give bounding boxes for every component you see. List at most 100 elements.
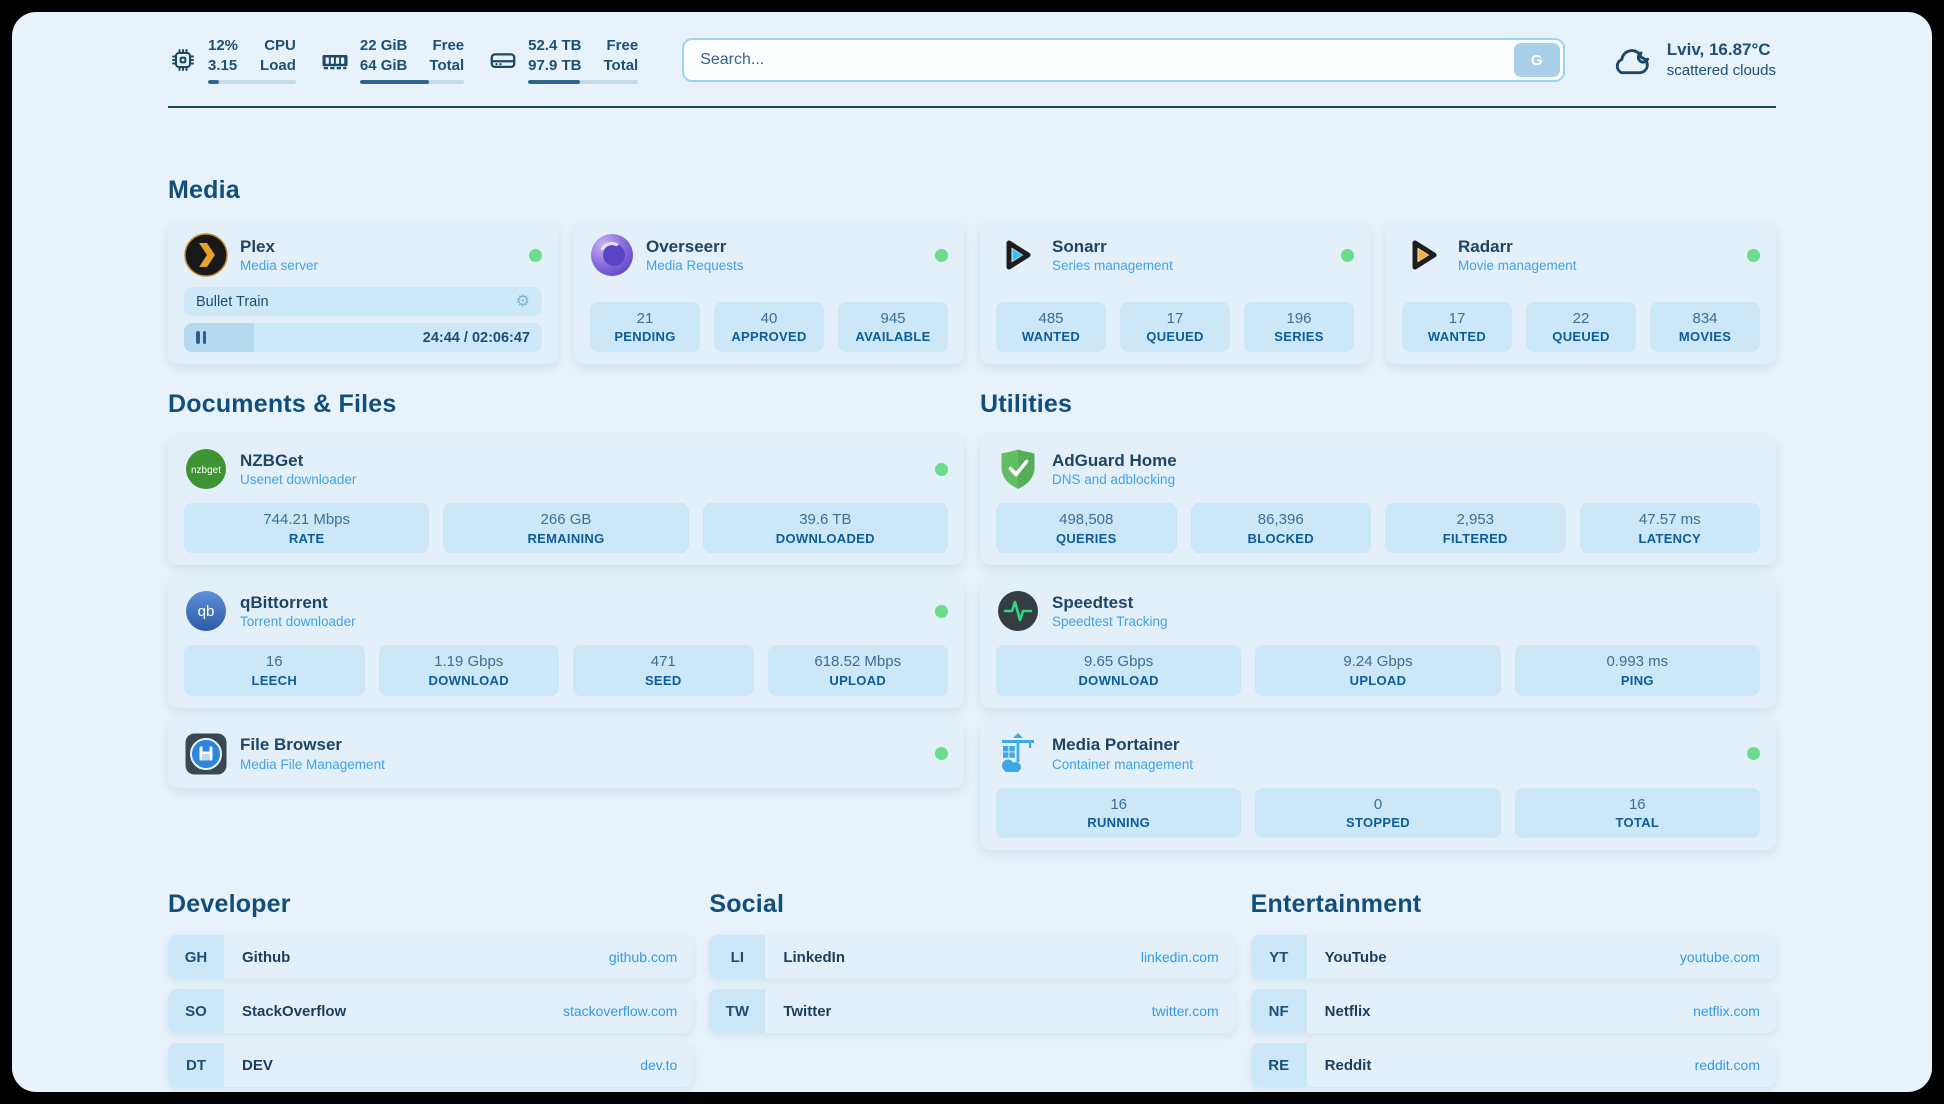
now-playing-progress-row: 24:44 / 02:06:47 xyxy=(184,323,542,352)
bookmark-url: reddit.com xyxy=(1694,1057,1760,1074)
stat-tile-download: 1.19 Gbps DOWNLOAD xyxy=(378,645,559,696)
stat-tile-approved: 40 APPROVED xyxy=(714,301,824,352)
bookmark-abbr-badge: DT xyxy=(168,1043,224,1088)
online-status-dot xyxy=(1747,747,1760,761)
bookmark-abbr-badge: RE xyxy=(1250,1043,1307,1088)
stat-value: 86,396 xyxy=(1257,511,1304,528)
stat-tile-total: 16 TOTAL xyxy=(1514,787,1760,839)
app-card-portainer[interactable]: Media Portainer Container management 16 RUN… xyxy=(980,719,1776,851)
bookmark-stackoverflow[interactable]: SO StackOverflow stackoverflow.com xyxy=(168,989,694,1034)
app-card-qbittorrent[interactable]: qb qBittorrent Torrent downloader 16 LEECH 1.… xyxy=(168,577,964,708)
bookmark-dev[interactable]: DT DEV dev.to xyxy=(168,1043,694,1088)
stat-tile-series: 196 SERIES xyxy=(1244,301,1354,352)
stat-label: UPLOAD xyxy=(829,672,887,688)
section-social: Social LI LinkedIn linkedin.com TW Twitter twi… xyxy=(709,890,1235,1087)
bookmark-abbr-badge: NF xyxy=(1250,989,1307,1034)
svg-text:qb: qb xyxy=(198,603,215,620)
section-title-developer: Developer xyxy=(168,890,291,919)
bookmark-twitter[interactable]: TW Twitter twitter.com xyxy=(709,989,1235,1034)
app-card-titles: Sonarr Series management xyxy=(1052,236,1173,275)
stat-tile-download: 9.65 Gbps DOWNLOAD xyxy=(996,645,1242,696)
ram-widget: 22 GiB Free 64 GiB Total xyxy=(320,36,465,84)
app-card-plex[interactable]: Plex Media server Bullet Train ⚙ 24:44 / 02:… xyxy=(168,221,558,364)
media-cards-row: Plex Media server Bullet Train ⚙ 24:44 / 02:… xyxy=(168,221,1776,364)
stat-label: DOWNLOAD xyxy=(428,672,509,688)
online-status-dot xyxy=(935,747,948,761)
stat-value: 945 xyxy=(880,309,906,327)
section-entertainment: Entertainment YT YouTube youtube.com NF Netfl… xyxy=(1250,890,1776,1088)
stats-row: 16 LEECH 1.19 Gbps DOWNLOAD 471 SEED 618.52 Mb… xyxy=(184,633,948,696)
bookmark-name: Github xyxy=(242,948,291,966)
stat-tile-ping: 0.993 ms PING xyxy=(1514,645,1760,696)
cpu-value: 3.15 xyxy=(208,56,238,74)
section-media: Media Plex Media server Bullet Train ⚙ 24:44… xyxy=(168,176,1776,364)
app-card-sonarr[interactable]: Sonarr Series management 485 WANTED 17 QUEUED… xyxy=(980,221,1370,364)
system-widgets: 12% CPU 3.15 Load 22 GiB Free 64 GiB Total 52.… xyxy=(168,36,639,84)
bookmark-youtube[interactable]: YT YouTube youtube.com xyxy=(1250,935,1776,980)
stat-tile-upload: 618.52 Mbps UPLOAD xyxy=(767,645,948,696)
stat-tile-filtered: 2,953 FILTERED xyxy=(1385,503,1566,554)
qbittorrent-icon: qb xyxy=(184,589,228,633)
disk-widget: 52.4 TB Free 97.9 TB Total xyxy=(488,36,639,84)
stat-value: 266 GB xyxy=(540,511,592,528)
cpu-label: Load xyxy=(260,56,296,74)
bookmark-abbr-badge: GH xyxy=(168,935,224,980)
section-title-utilities: Utilities xyxy=(980,390,1073,418)
stat-value: 2,953 xyxy=(1456,511,1495,528)
bookmark-github[interactable]: GH Github github.com xyxy=(168,935,694,980)
app-card-header: AdGuard Home DNS and adblocking xyxy=(996,447,1760,491)
app-card-header: File Browser Media File Management xyxy=(184,732,948,776)
search-input[interactable] xyxy=(684,40,1514,80)
bookmark-columns: Developer GH Github github.com SO StackOverfl… xyxy=(168,890,1776,1088)
bookmark-linkedin[interactable]: LI LinkedIn linkedin.com xyxy=(709,935,1235,980)
weather-text: Lviv, 16.87°C scattered clouds xyxy=(1667,39,1776,81)
stat-value: 9.65 Gbps xyxy=(1084,653,1154,671)
stat-label: BLOCKED xyxy=(1247,530,1314,546)
bookmark-rows: LI LinkedIn linkedin.com TW Twitter twitter.c… xyxy=(709,935,1235,1034)
cloud-icon xyxy=(1609,42,1655,78)
cpu-label: CPU xyxy=(264,37,296,54)
stat-label: SEED xyxy=(644,672,682,688)
app-card-nzbget[interactable]: nzbget NZBGet Usenet downloader 744.21 Mbps… xyxy=(168,435,964,566)
bookmark-name: DEV xyxy=(242,1056,273,1074)
weather-location-temp: Lviv, 16.87°C xyxy=(1666,40,1771,60)
stats-row: 16 RUNNING 0 STOPPED 16 TOTAL xyxy=(996,776,1760,839)
app-card-radarr[interactable]: Radarr Movie management 17 WANTED 22 QUEUED 83… xyxy=(1386,221,1776,364)
app-card-overseerr[interactable]: Overseerr Media Requests 21 PENDING 40 APPROV… xyxy=(574,221,964,364)
radarr-icon xyxy=(1402,233,1446,277)
app-title: NZBGet xyxy=(240,450,304,470)
stats-row: 9.65 Gbps DOWNLOAD 9.24 Gbps UPLOAD 0.993 ms… xyxy=(996,633,1760,696)
stat-value: 39.6 TB xyxy=(799,511,852,528)
app-title: qBittorrent xyxy=(240,592,328,612)
app-card-header: Sonarr Series management xyxy=(996,233,1354,277)
stat-value: 471 xyxy=(650,653,676,671)
search-engine-button[interactable]: G xyxy=(1513,43,1560,77)
bookmark-abbr-badge: YT xyxy=(1250,935,1307,980)
stat-value: 1.19 Gbps xyxy=(434,653,504,671)
stat-value: 0.993 ms xyxy=(1606,653,1669,671)
cpu-readout: 12% CPU 3.15 Load xyxy=(208,36,296,84)
app-card-titles: AdGuard Home DNS and adblocking xyxy=(1052,450,1177,489)
app-card-speedtest[interactable]: Speedtest Speedtest Tracking 9.65 Gbps DOWN… xyxy=(980,577,1776,708)
bookmark-url: dev.to xyxy=(640,1057,678,1074)
app-card-adguard[interactable]: AdGuard Home DNS and adblocking 498,508 QUE… xyxy=(980,435,1776,566)
nzbget-icon: nzbget xyxy=(184,447,228,491)
section-title-documents-files: Documents & Files xyxy=(168,390,397,418)
app-card-filebrowser[interactable]: File Browser Media File Management xyxy=(168,719,964,788)
stat-label: RUNNING xyxy=(1087,815,1151,831)
bookmark-reddit[interactable]: RE Reddit reddit.com xyxy=(1250,1043,1776,1088)
stream-settings-icon[interactable]: ⚙ xyxy=(515,292,530,310)
app-subtitle: Speedtest Tracking xyxy=(1052,614,1168,630)
stat-tile-available: 945 AVAILABLE xyxy=(838,301,948,352)
ram-progress-fill xyxy=(359,80,429,84)
stat-value: 17 xyxy=(1166,309,1184,327)
stat-label: LATENCY xyxy=(1638,530,1702,546)
stat-tile-queued: 22 QUEUED xyxy=(1526,301,1636,352)
stat-tile-running: 16 RUNNING xyxy=(996,787,1242,839)
stat-label: STOPPED xyxy=(1345,815,1410,831)
bookmark-abbr-badge: LI xyxy=(709,935,766,980)
bookmark-netflix[interactable]: NF Netflix netflix.com xyxy=(1250,989,1776,1034)
disk-progress-fill xyxy=(528,80,580,84)
bookmark-url: netflix.com xyxy=(1693,1003,1760,1020)
section-title-social: Social xyxy=(709,890,785,919)
